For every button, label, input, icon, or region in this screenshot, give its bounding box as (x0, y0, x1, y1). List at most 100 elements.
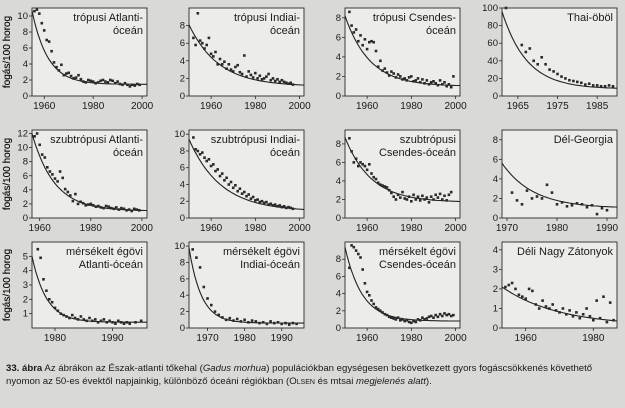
data-point (376, 307, 380, 311)
chart-title-line: óceán (426, 25, 456, 37)
data-point (517, 293, 521, 297)
y-tick-label: 6 (336, 271, 341, 282)
data-point (77, 73, 80, 77)
data-point (354, 157, 358, 160)
caption-text-end: ). (425, 376, 432, 387)
y-tick-label: 2 (23, 75, 28, 86)
data-point (132, 207, 136, 211)
data-point (441, 314, 444, 318)
data-point (429, 81, 433, 84)
data-point (531, 289, 534, 293)
x-tick-label: 2000 (444, 223, 467, 234)
data-point (383, 67, 387, 70)
data-point (575, 202, 579, 205)
data-point (85, 319, 88, 323)
data-point (387, 188, 391, 192)
y-tick-label: 3 (23, 280, 28, 291)
y-tick-label: 0 (336, 213, 341, 224)
data-point (527, 287, 531, 291)
data-point (116, 80, 119, 83)
data-point (565, 313, 568, 316)
data-point (602, 295, 605, 298)
y-tick-label: 100 (482, 3, 498, 14)
data-point (97, 204, 100, 208)
data-point (53, 177, 57, 180)
data-point (368, 163, 371, 166)
x-tick-label: 2000 (288, 101, 311, 112)
data-point (534, 303, 538, 306)
data-point (282, 80, 286, 84)
y-tick-label: 2 (493, 284, 498, 295)
figure-caption: 33. ábra Az ábrákon az Észak-atlanti tők… (6, 362, 618, 388)
y-tick-label: 2 (336, 194, 341, 205)
data-point (452, 75, 455, 78)
chart-panel-8: 0 2 4 6 8 1970 1980 1990 Dél-Georgia (493, 129, 619, 234)
y-tick-label: 8 (493, 135, 498, 146)
data-point (135, 208, 139, 211)
data-point (372, 40, 375, 44)
data-point (585, 307, 588, 310)
chart-panel-4: 0 20 40 60 80 100 1965 1975 1985 Thai-öböl (482, 3, 618, 112)
y-tick-label: 0 (493, 91, 498, 102)
data-point (350, 24, 353, 27)
y-tick-label: 60 (487, 38, 498, 49)
data-point (256, 198, 259, 201)
data-point (225, 67, 228, 70)
data-point (262, 201, 266, 205)
data-point (429, 314, 433, 318)
data-point (86, 203, 90, 206)
data-point (403, 319, 406, 323)
data-point (447, 83, 451, 86)
data-point (449, 85, 453, 89)
data-point (612, 318, 615, 322)
data-point (291, 321, 295, 325)
data-point (239, 320, 243, 323)
data-point (218, 174, 222, 178)
data-point (69, 74, 73, 78)
x-tick-label: 1990 (101, 333, 124, 344)
data-point (443, 81, 446, 84)
data-point (423, 198, 426, 201)
data-point (214, 169, 217, 173)
x-tick-label: 1985 (586, 101, 609, 112)
data-point (122, 322, 126, 325)
data-point (572, 79, 575, 83)
data-point (381, 69, 384, 72)
chart-title-line: óceán (270, 147, 300, 159)
data-point (357, 252, 360, 256)
data-point (370, 299, 373, 302)
x-tick-label: 1960 (356, 101, 379, 112)
data-point (372, 175, 375, 179)
data-point (123, 81, 127, 85)
data-point (198, 39, 202, 42)
data-point (541, 299, 544, 302)
data-point (427, 201, 431, 204)
data-point (407, 195, 411, 198)
data-point (251, 76, 255, 79)
data-point (421, 78, 424, 81)
data-point (401, 78, 404, 81)
data-point (421, 316, 424, 319)
data-point (74, 76, 78, 79)
chart-title-line: Csendes-óceán (379, 259, 456, 271)
data-point (209, 52, 213, 56)
data-point (119, 321, 123, 324)
caption-text-before: Az ábrákon az Észak-atlanti tőkehal ( (44, 363, 203, 374)
data-point (412, 193, 415, 197)
data-point (131, 83, 134, 87)
data-point (62, 313, 65, 317)
data-point (416, 195, 420, 198)
data-point (278, 80, 281, 84)
data-point (412, 80, 415, 83)
chart-title-line: mérsékelt égövi (223, 246, 300, 258)
data-point (504, 285, 507, 289)
data-point (115, 206, 118, 209)
data-point (552, 70, 555, 73)
data-point (234, 184, 237, 187)
data-point (591, 84, 595, 87)
data-point (421, 194, 424, 198)
data-point (432, 316, 435, 319)
data-point (401, 318, 404, 321)
data-point (126, 83, 129, 87)
x-tick-label: 1990 (596, 223, 619, 234)
